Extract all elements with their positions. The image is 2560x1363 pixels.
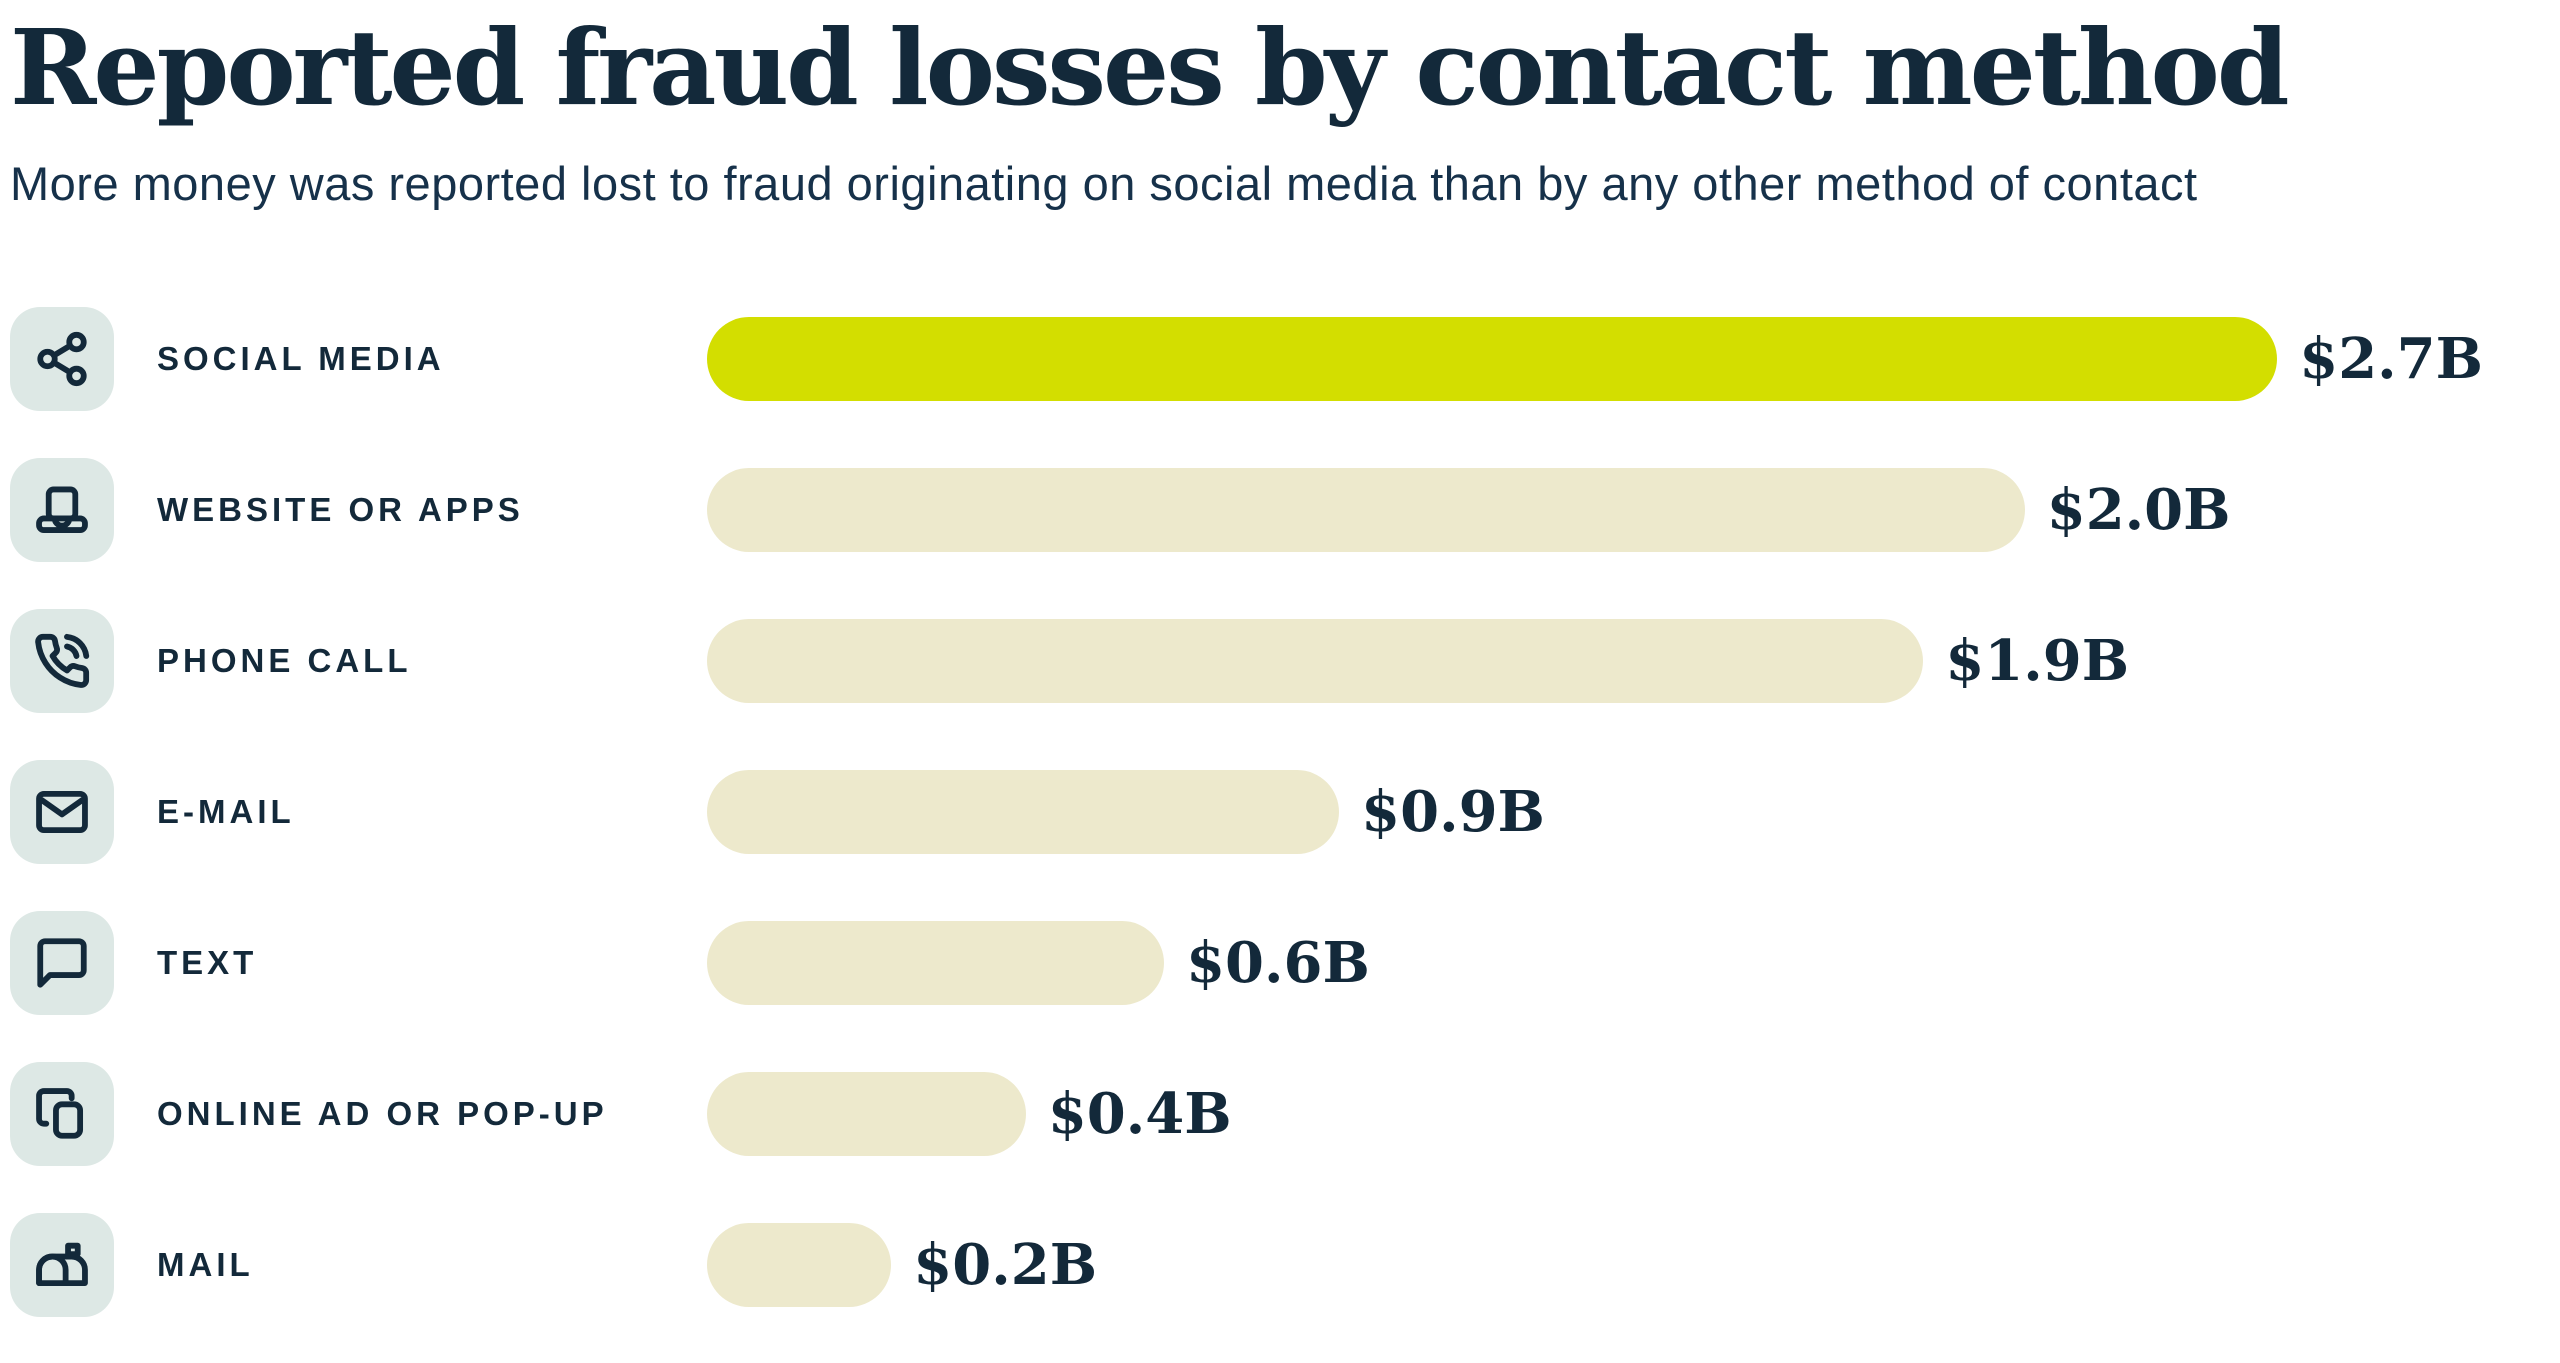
chart-row: WEBSITE OR APPS $2.0B: [10, 457, 2550, 562]
bar-track: $1.9B: [707, 609, 2550, 713]
page-title: Reported fraud losses by contact method: [10, 6, 2290, 129]
value-label: $2.0B: [2046, 476, 2231, 543]
bar-social-media: [707, 316, 2278, 401]
chart-row: ONLINE AD OR POP-UP $0.4B: [10, 1061, 2550, 1166]
category-label: SOCIAL MEDIA: [157, 339, 445, 377]
value-label: $1.9B: [1945, 627, 2130, 694]
category-label: MAIL: [157, 1245, 254, 1283]
bar-phone-call: [707, 618, 1924, 703]
envelope-icon: [10, 759, 114, 864]
category-label: PHONE CALL: [157, 641, 412, 679]
chart-row: PHONE CALL $1.9B: [10, 608, 2550, 713]
category-label: TEXT: [157, 943, 258, 981]
category-label: E-MAIL: [157, 792, 295, 830]
mailbox-icon: [10, 1212, 114, 1317]
bar-website-or-apps: [707, 467, 2025, 552]
category-label: WEBSITE OR APPS: [157, 490, 524, 528]
bar-track: $0.9B: [707, 760, 2550, 864]
bar-track: $2.0B: [707, 458, 2550, 562]
speech-bubble-icon: [10, 910, 114, 1015]
page-subtitle: More money was reported lost to fraud or…: [10, 156, 2198, 210]
value-label: $0.9B: [1361, 778, 1545, 845]
share-icon: [10, 306, 114, 411]
bar-track: $0.2B: [707, 1213, 2550, 1317]
phone-call-icon: [10, 608, 114, 713]
popup-windows-icon: [10, 1061, 114, 1166]
value-label: $0.4B: [1047, 1080, 1232, 1147]
bar-track: $0.6B: [707, 911, 2550, 1015]
bar-chart: SOCIAL MEDIA $2.7B WEBSITE OR APPS $2.0B: [10, 306, 2550, 1317]
category-label: ONLINE AD OR POP-UP: [157, 1094, 608, 1132]
value-label: $0.6B: [1186, 929, 1370, 996]
value-label: $2.7B: [2299, 325, 2483, 392]
chart-row: MAIL $0.2B: [10, 1212, 2550, 1317]
bar-track: $2.7B: [707, 307, 2550, 411]
bar-track: $0.4B: [707, 1062, 2550, 1166]
bar-email: [707, 769, 1340, 854]
chart-row: SOCIAL MEDIA $2.7B: [10, 306, 2550, 411]
bar-online-ad-or-popup: [707, 1071, 1026, 1156]
laptop-icon: [10, 457, 114, 562]
value-label: $0.2B: [913, 1231, 1098, 1298]
chart-row: TEXT $0.6B: [10, 910, 2550, 1015]
bar-text: [707, 920, 1165, 1005]
chart-row: E-MAIL $0.9B: [10, 759, 2550, 864]
bar-mail: [707, 1222, 892, 1307]
